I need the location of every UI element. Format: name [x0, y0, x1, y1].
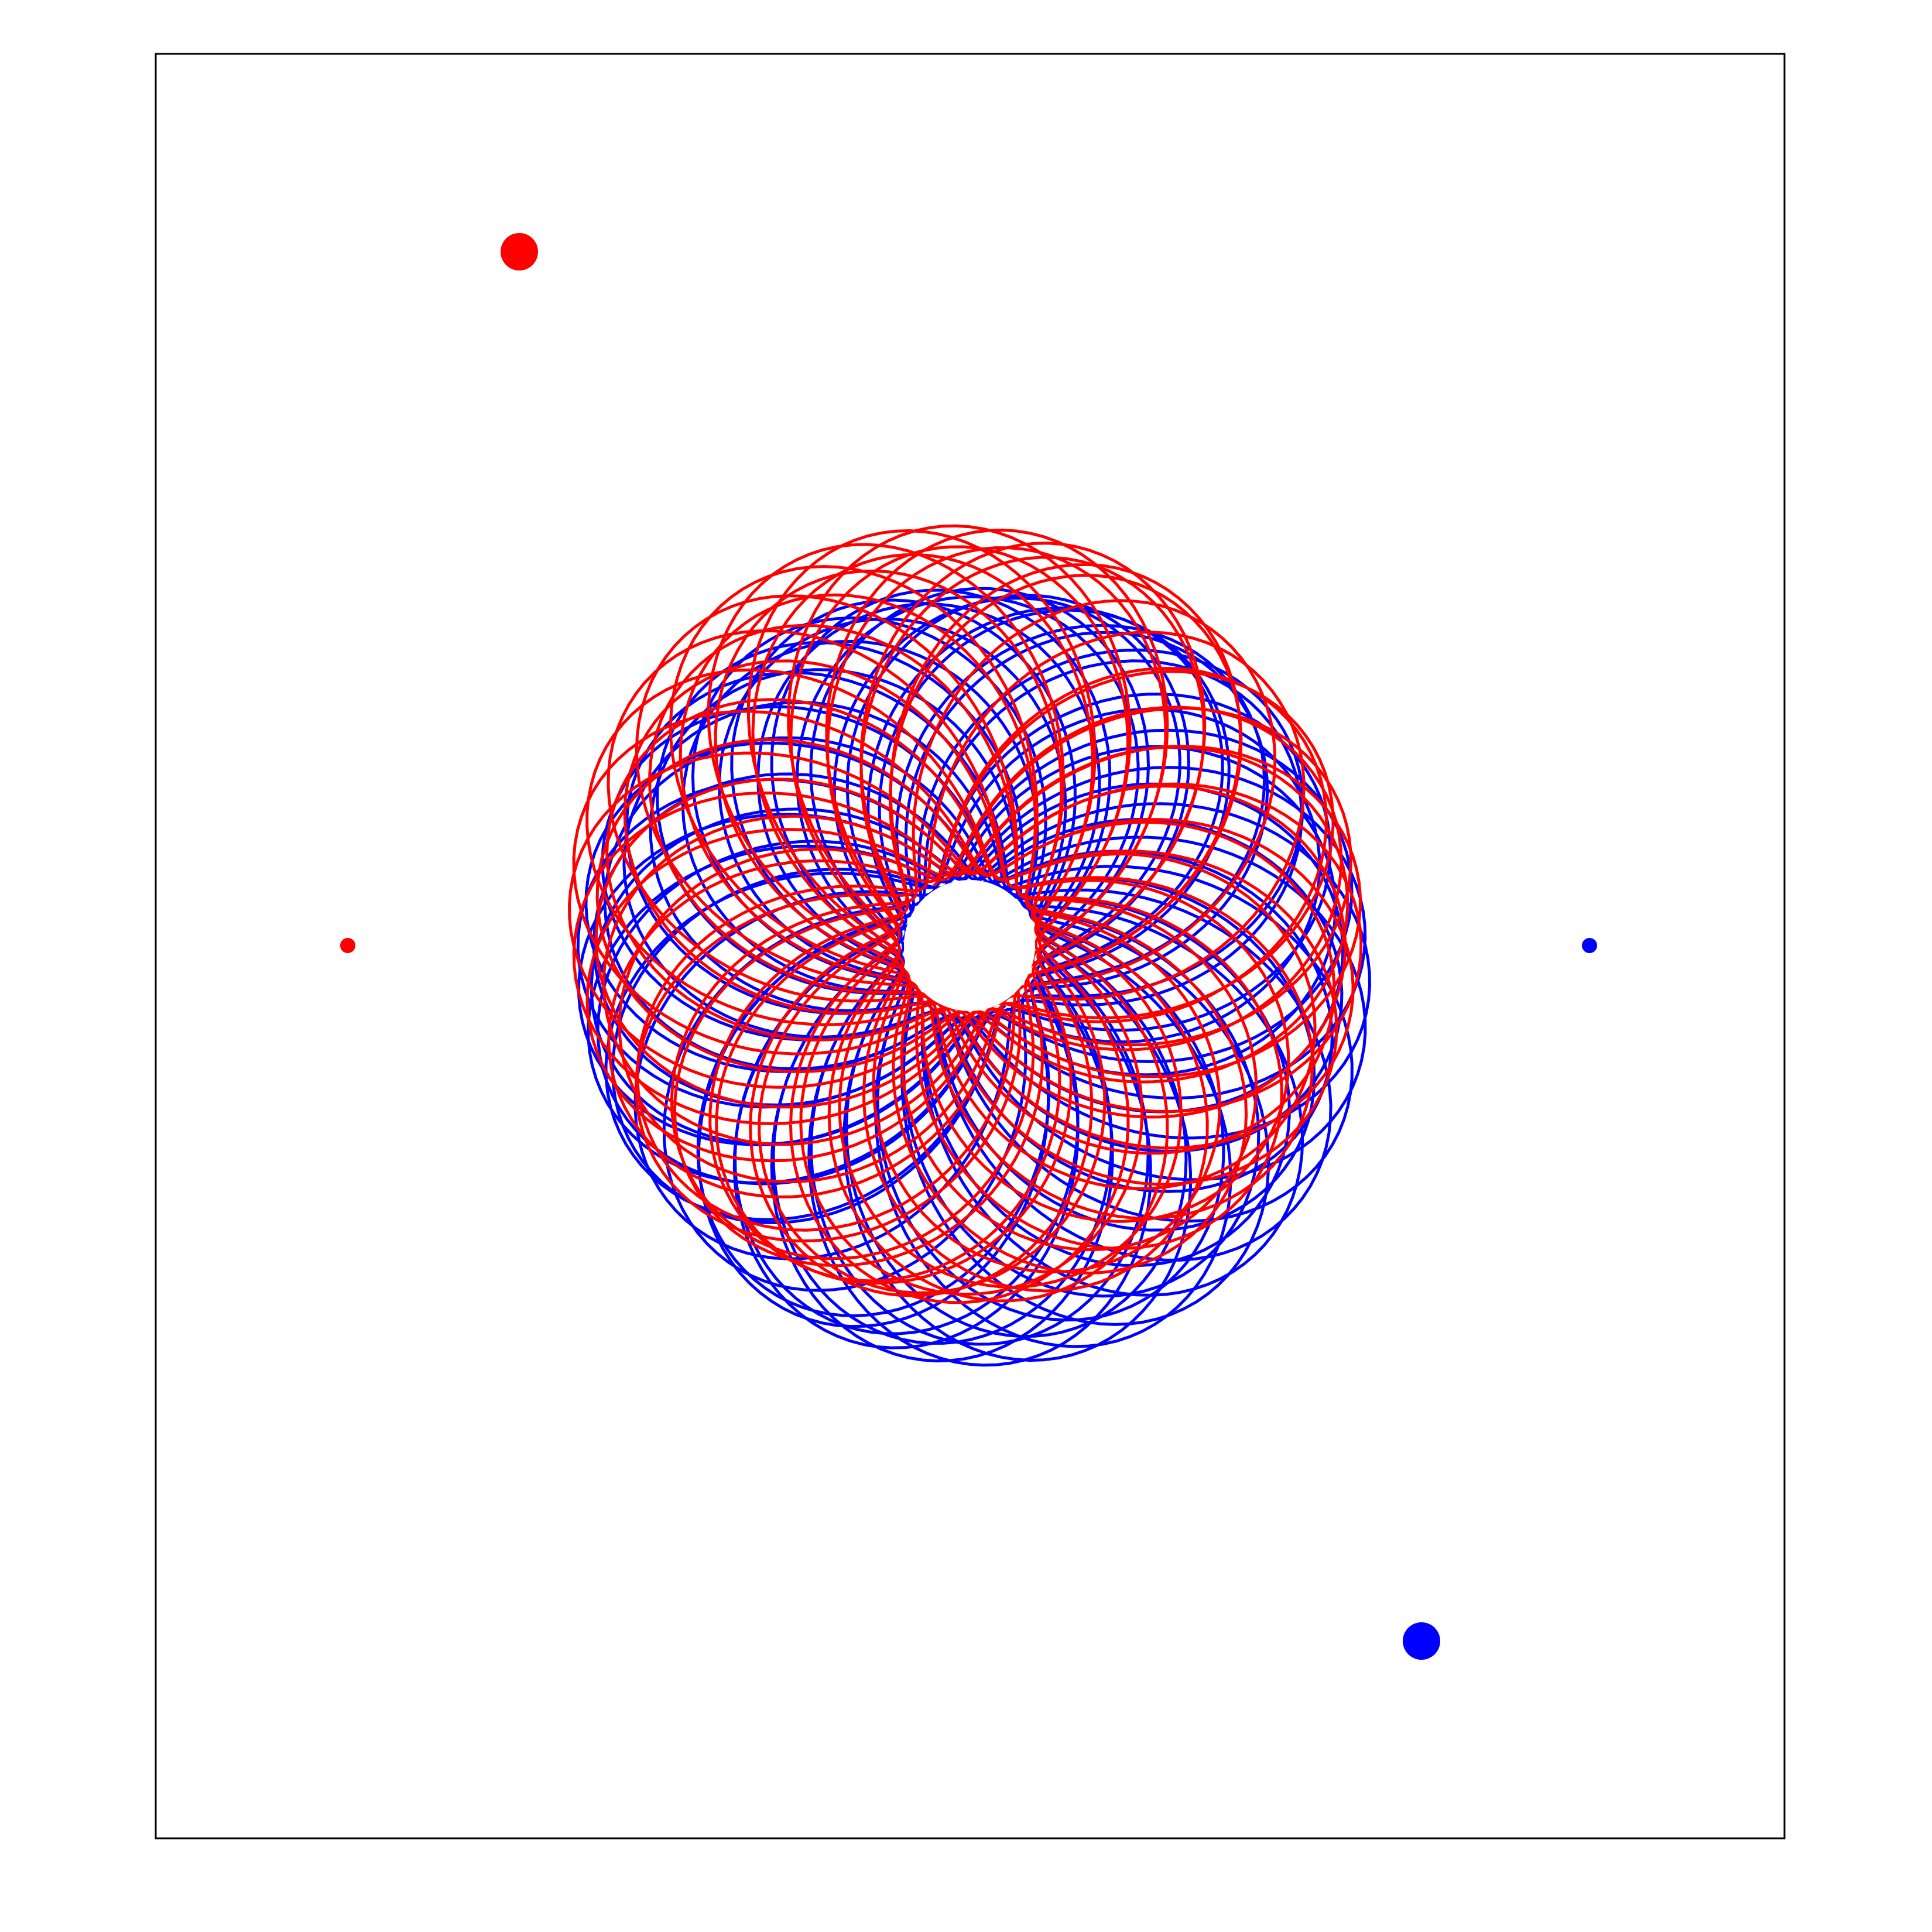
red-orbit-trace	[568, 524, 1363, 1304]
red-orbit-start-dot	[340, 938, 355, 953]
blue-orbit-end-dot	[1403, 1622, 1440, 1660]
blue-orbit-start-dot	[1582, 938, 1597, 953]
orbit-markers	[340, 233, 1597, 1660]
central-hole	[904, 880, 1035, 1011]
red-orbit-path	[568, 524, 1363, 1304]
red-orbit-end-dot	[501, 233, 538, 270]
plot-frame	[155, 53, 1786, 1839]
